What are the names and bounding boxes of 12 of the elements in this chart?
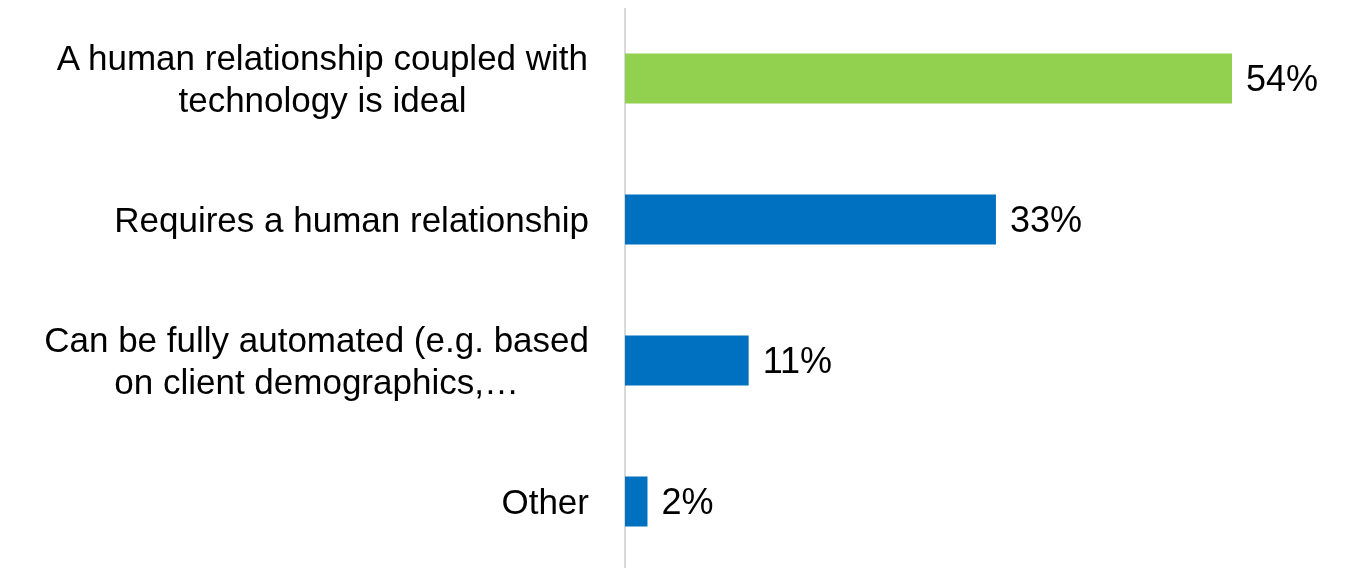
y-tick-label: A human relationship coupled with technology is ideal <box>56 37 589 119</box>
data-label: 2% <box>661 481 714 523</box>
y-tick-label: Other <box>501 481 590 521</box>
data-label: 11% <box>762 340 833 382</box>
data-label: 54% <box>1246 58 1319 100</box>
bar <box>625 53 1232 104</box>
data-label: 33% <box>1009 199 1083 241</box>
bar <box>625 335 749 386</box>
bar <box>625 476 648 527</box>
bar <box>625 194 996 245</box>
y-tick-label: Can be fully automated (e.g. based on client demographics,… <box>44 319 589 401</box>
y-tick-label: Requires a human relationship <box>114 199 590 239</box>
